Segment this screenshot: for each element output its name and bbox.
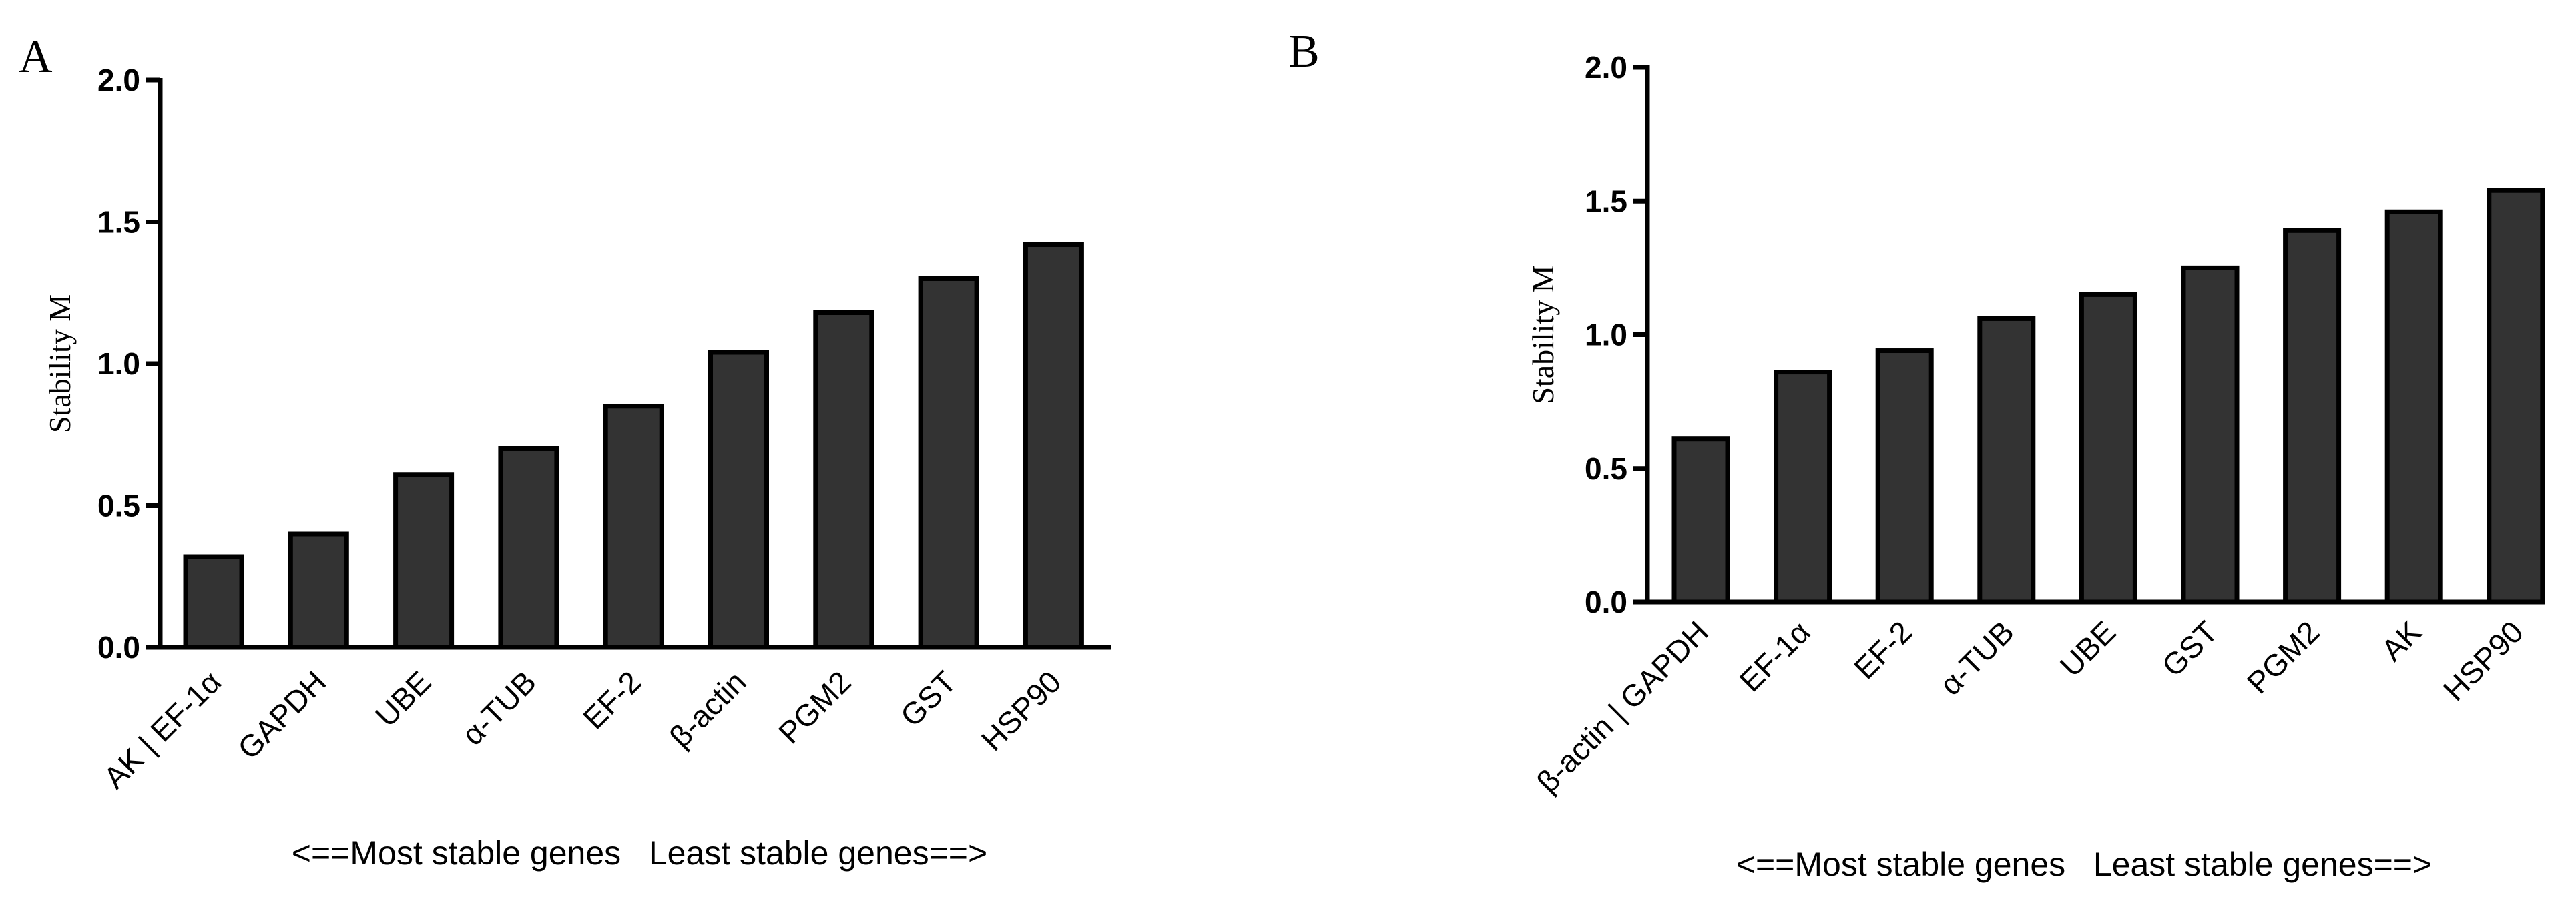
bar-8 bbox=[2384, 209, 2443, 605]
y-tick-label: 2.0 bbox=[1585, 50, 1627, 85]
bar-9 bbox=[2487, 188, 2545, 605]
y-tick-label: 1.0 bbox=[97, 346, 140, 381]
category-label: α-TUB bbox=[1933, 614, 2020, 701]
bar-1 bbox=[1671, 436, 1730, 605]
bar-4 bbox=[1977, 316, 2036, 605]
category-label: β-actin | GAPDH bbox=[1530, 614, 1715, 799]
y-tick-label: 1.0 bbox=[1585, 318, 1627, 352]
x-axis-note: <==Most stable genes Least stable genes=… bbox=[292, 834, 987, 872]
y-tick-label: 0.0 bbox=[1585, 585, 1627, 619]
y-tick-label: 1.5 bbox=[97, 205, 140, 240]
y-axis-label: Stability M bbox=[43, 294, 77, 433]
category-label: EF-2 bbox=[1847, 614, 1918, 685]
category-label: β-actin bbox=[663, 664, 753, 754]
category-label: AK bbox=[2374, 614, 2428, 667]
category-label: α-TUB bbox=[455, 664, 543, 751]
x-axis-note: <==Most stable genes Least stable genes=… bbox=[1736, 846, 2432, 883]
bar-3 bbox=[393, 472, 455, 650]
chart-panel-b: B Stability M 0.0 0.5 1.0 1.5 2.0 β-actin | GAP… bbox=[1288, 0, 2576, 908]
bar-5 bbox=[603, 404, 664, 650]
bar-6 bbox=[2181, 265, 2240, 605]
category-label: UBE bbox=[2053, 614, 2123, 683]
category-label: GAPDH bbox=[231, 664, 332, 766]
bar-8 bbox=[918, 276, 979, 650]
bar-1 bbox=[183, 554, 244, 650]
category-label: EF-2 bbox=[576, 664, 648, 735]
bar-5 bbox=[2079, 292, 2137, 605]
chart-a-svg: A Stability M 0.0 0.5 1.0 1.5 2.0 AK | EF-1α GAP… bbox=[19, 31, 1111, 872]
bar-6 bbox=[708, 350, 769, 650]
y-tick-label: 0.5 bbox=[97, 489, 140, 523]
y-tick-label: 2.0 bbox=[97, 63, 140, 97]
bar-9 bbox=[1023, 242, 1084, 650]
y-axis-label: Stability M bbox=[1526, 265, 1560, 404]
panel-label: B bbox=[1288, 26, 1320, 77]
category-label: PGM2 bbox=[2240, 614, 2326, 700]
bar-2 bbox=[288, 531, 349, 650]
bar-7 bbox=[2283, 228, 2342, 605]
chart-b-svg: B Stability M 0.0 0.5 1.0 1.5 2.0 β-actin | GAP… bbox=[1288, 26, 2545, 883]
category-label: GST bbox=[2155, 614, 2224, 683]
bar-2 bbox=[1774, 370, 1832, 605]
category-label: PGM2 bbox=[772, 664, 858, 750]
category-label: UBE bbox=[368, 664, 438, 733]
y-tick-label: 0.5 bbox=[1585, 451, 1627, 486]
category-label: EF-1α bbox=[1733, 614, 1817, 698]
chart-panel-a: A Stability M 0.0 0.5 1.0 1.5 2.0 AK | EF-1α GAP… bbox=[0, 0, 1288, 908]
category-label: GST bbox=[894, 664, 963, 733]
bar-4 bbox=[498, 446, 559, 650]
panel-label: A bbox=[19, 31, 53, 83]
category-label: HSP90 bbox=[975, 664, 1068, 757]
bar-7 bbox=[813, 310, 874, 650]
category-label: AK | EF-1α bbox=[97, 664, 228, 795]
bar-3 bbox=[1875, 348, 1934, 605]
y-tick-label: 1.5 bbox=[1585, 184, 1627, 218]
category-label: HSP90 bbox=[2436, 614, 2530, 707]
y-tick-label: 0.0 bbox=[97, 630, 140, 665]
